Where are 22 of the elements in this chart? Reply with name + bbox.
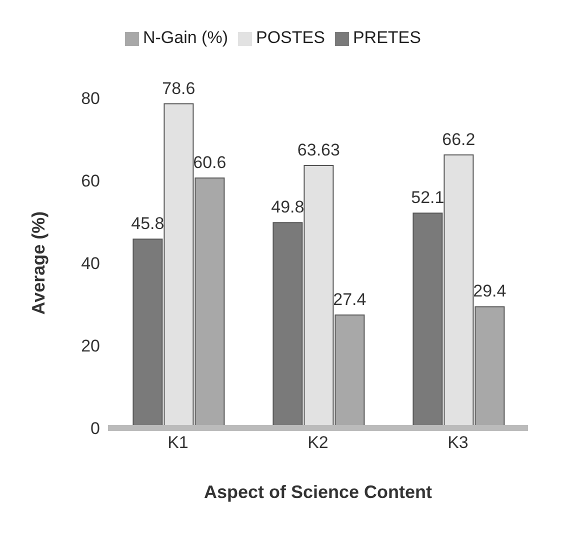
x-tick-label: K1 (168, 433, 188, 452)
x-axis-title: Aspect of Science Content (204, 482, 432, 502)
data-label: 29.4 (473, 282, 506, 301)
data-label: 45.8 (131, 214, 164, 234)
legend-label: POSTES (256, 28, 325, 47)
legend-label: PRETES (352, 28, 421, 47)
data-label: 49.8 (271, 198, 304, 217)
y-tick-label: 0 (90, 419, 100, 438)
x-tick-label: K2 (308, 433, 328, 452)
data-label: 66.2 (442, 130, 476, 149)
y-tick-label: 40 (81, 254, 100, 274)
data-label: 52.1 (411, 188, 444, 208)
data-label: 63.63 (297, 140, 340, 160)
x-tick-label: K3 (448, 433, 468, 452)
legend-label: N-Gain (%) (142, 28, 228, 47)
y-axis-title: Average (%) (28, 211, 48, 315)
y-tick-label: 60 (81, 172, 100, 191)
y-tick-label: 80 (81, 89, 100, 108)
y-tick-label: 20 (81, 336, 100, 356)
data-label: 27.4 (333, 290, 366, 309)
data-label: 78.6 (162, 78, 196, 98)
data-label: 60.6 (193, 153, 226, 172)
